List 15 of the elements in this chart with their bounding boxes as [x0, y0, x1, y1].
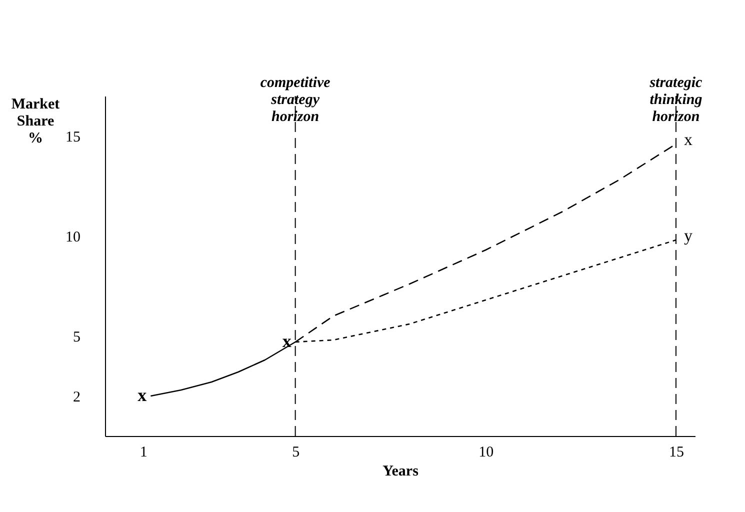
series-label: x	[684, 130, 693, 149]
ref-line-label: strategic thinking horizon	[648, 75, 703, 125]
series-label: y	[684, 226, 693, 245]
x-tick-label: 10	[478, 444, 494, 460]
y-tick-label: 2	[73, 390, 80, 406]
y-tick-label: 15	[66, 130, 80, 146]
y-tick-label: 10	[66, 230, 80, 246]
x-tick-label: 1	[140, 444, 148, 460]
annotation: x	[138, 385, 147, 405]
x-axis-title: Years	[382, 464, 419, 480]
y-axis-title: Market Share %	[11, 96, 60, 146]
y-tick-label: 5	[73, 330, 80, 346]
x-tick-label: 15	[668, 444, 684, 460]
ref-line-label: competitive strategy horizon	[260, 75, 331, 125]
x-tick-label: 5	[292, 444, 300, 460]
